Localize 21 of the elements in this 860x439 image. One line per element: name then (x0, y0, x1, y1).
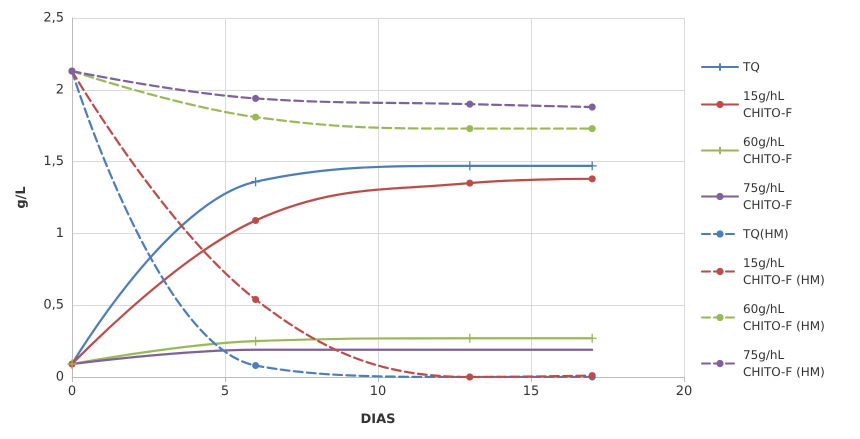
legend-label: 15g/hL CHITO-F (743, 89, 792, 120)
legend-label: 75g/hL CHITO-F (HM) (743, 348, 825, 379)
legend-label: 60g/hL CHITO-F (HM) (743, 302, 825, 333)
x-tick-label: 5 (220, 384, 230, 399)
y-tick-label: 2,5 (43, 10, 64, 26)
x-tick-label: 20 (676, 384, 692, 399)
x-tick-label: 0 (68, 384, 76, 399)
y-tick-label: 0 (56, 370, 64, 384)
legend-label: 75g/hL CHITO-F (743, 181, 792, 212)
y-tick-label: 2 (56, 82, 64, 98)
legend-label: TQ(HM) (742, 227, 789, 241)
x-tick-label: 15 (522, 384, 540, 399)
y-tick-label: 0,5 (43, 298, 64, 313)
y-tick-label: 1 (56, 226, 64, 241)
y-tick-label: 1,5 (43, 154, 64, 170)
legend-label: TQ (742, 60, 760, 74)
legend-label: 60g/hL CHITO-F (743, 135, 792, 166)
legend-label: 15g/hL CHITO-F (HM) (743, 256, 825, 287)
x-tick-label: 10 (370, 384, 386, 399)
x-axis-title: DIAS (360, 412, 396, 427)
y-axis-title: g/L (14, 186, 29, 209)
